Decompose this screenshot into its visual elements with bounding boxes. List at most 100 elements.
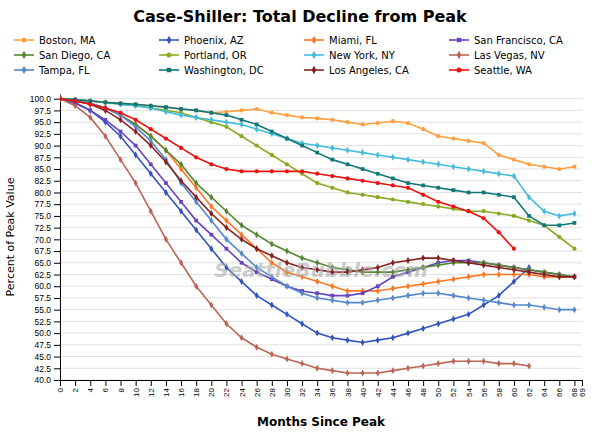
- x-tick-mark: [166, 380, 167, 386]
- point: [209, 111, 213, 115]
- x-tick-mark: [105, 380, 106, 386]
- legend-item: Las Vegas, NV: [449, 50, 545, 61]
- point: [557, 235, 561, 239]
- point: [436, 262, 440, 269]
- point: [421, 127, 425, 131]
- point: [73, 98, 77, 105]
- y-tick: 42.5: [34, 363, 60, 373]
- legend-item: New York, NY: [304, 50, 396, 61]
- point: [88, 100, 92, 107]
- point: [194, 180, 198, 187]
- y-tick-label: 85.0: [34, 164, 51, 174]
- point: [255, 344, 259, 351]
- x-tick-label: 36: [328, 387, 337, 396]
- point: [467, 259, 471, 266]
- point: [406, 200, 410, 204]
- point: [60, 97, 62, 101]
- point: [330, 367, 334, 374]
- plot: 0246810121416182022242628303234363840424…: [30, 94, 587, 397]
- legend-item: San Francisco, CA: [449, 35, 563, 46]
- x-tick-label: 16: [177, 387, 186, 396]
- point: [239, 108, 243, 112]
- point: [482, 168, 486, 175]
- x-tick-mark: [226, 380, 227, 386]
- y-tick-mark: [54, 169, 60, 170]
- x-axis-line: [61, 380, 583, 381]
- point: [406, 365, 410, 372]
- x-tick-label: 58: [495, 387, 504, 396]
- point: [73, 98, 77, 105]
- y-tick: 85.0: [34, 164, 60, 174]
- point: [179, 200, 183, 204]
- x-tick: 42: [374, 380, 383, 397]
- point: [497, 153, 501, 157]
- point: [60, 97, 62, 101]
- y-tick-label: 92.5: [34, 129, 51, 139]
- point: [240, 250, 244, 257]
- point: [482, 262, 486, 269]
- point: [285, 137, 289, 141]
- point: [134, 151, 138, 158]
- x-tick-label: 34: [313, 387, 322, 396]
- x-tick-label: 64: [540, 387, 549, 396]
- x-tick-mark: [499, 380, 500, 386]
- point: [467, 294, 471, 301]
- point: [573, 221, 577, 225]
- point: [482, 141, 486, 145]
- point: [118, 111, 122, 115]
- y-tick-label: 72.5: [34, 223, 51, 233]
- point: [557, 273, 561, 280]
- point: [512, 158, 516, 162]
- point: [512, 360, 516, 367]
- point: [164, 236, 168, 243]
- y-tick: 72.5: [34, 223, 60, 233]
- point: [436, 320, 440, 327]
- x-tick-mark: [242, 380, 243, 386]
- legend-marker: [166, 52, 171, 57]
- point: [421, 325, 425, 332]
- x-tick: 48: [419, 380, 428, 397]
- point: [118, 101, 122, 105]
- y-tick-label: 97.5: [34, 106, 51, 116]
- point: [104, 118, 108, 122]
- y-tick: 47.5: [34, 340, 60, 350]
- point: [466, 209, 470, 213]
- point: [270, 130, 274, 137]
- y-tick: 65.0: [34, 258, 60, 268]
- point: [240, 334, 244, 341]
- x-tick-mark: [544, 380, 545, 386]
- point: [497, 264, 501, 271]
- y-tick-label: 70.0: [34, 235, 51, 245]
- point: [194, 283, 198, 290]
- x-tick-mark: [453, 380, 454, 386]
- x-tick: 6: [101, 380, 110, 392]
- series: [60, 95, 576, 294]
- grid-line: [60, 180, 582, 181]
- point: [436, 134, 440, 138]
- point: [194, 226, 198, 233]
- point: [376, 172, 380, 176]
- point: [527, 362, 531, 369]
- x-tick-label: 60: [510, 387, 519, 396]
- y-tick-mark: [54, 263, 60, 264]
- point: [224, 320, 228, 327]
- point: [285, 248, 289, 255]
- x-tick-label: 28: [268, 387, 277, 396]
- point: [179, 177, 183, 184]
- point: [406, 121, 410, 125]
- point: [482, 358, 486, 365]
- x-tick-mark: [287, 380, 288, 386]
- point: [300, 320, 304, 327]
- point: [149, 170, 153, 177]
- point: [240, 121, 244, 128]
- point: [179, 146, 183, 150]
- point: [119, 130, 123, 134]
- point: [376, 151, 380, 158]
- x-tick-mark: [257, 380, 258, 386]
- point: [60, 95, 62, 102]
- y-tick-label: 65.0: [34, 258, 51, 268]
- y-tick-label: 42.5: [34, 363, 51, 373]
- point: [60, 97, 62, 101]
- legend-item: Los Angeles, CA: [304, 65, 409, 76]
- point: [421, 202, 425, 206]
